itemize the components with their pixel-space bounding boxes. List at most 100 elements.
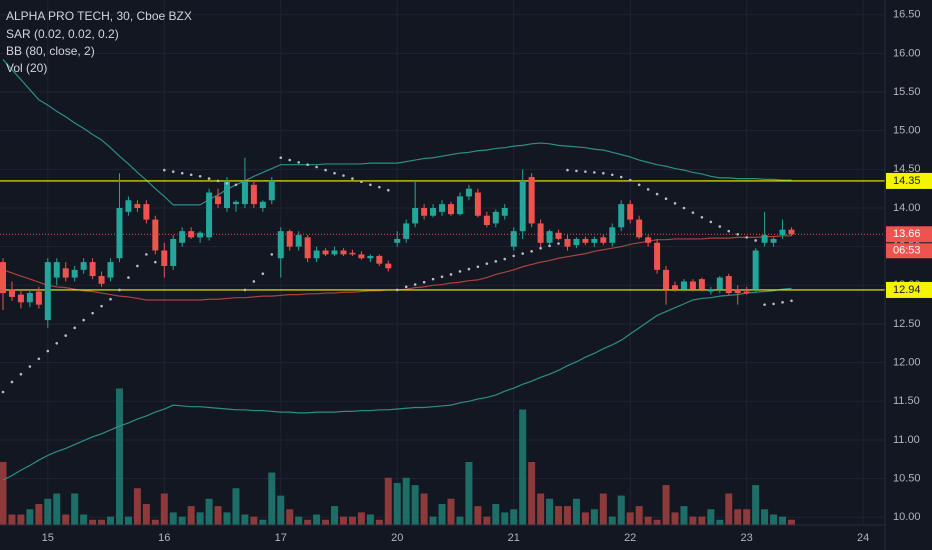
x-tick-label: 15 (42, 532, 54, 544)
y-tick-label: 14.50 (893, 163, 921, 175)
sar-dot (252, 280, 256, 283)
sar-dot (109, 297, 112, 301)
candle-body (349, 252, 356, 255)
candle-body (403, 223, 410, 239)
volume-bar (286, 509, 294, 525)
volume-bar (331, 506, 339, 525)
volume-bar (44, 498, 52, 525)
sar-dot (64, 334, 68, 337)
bb-lower (2, 287, 792, 481)
sar-dot (386, 188, 390, 192)
volume-bar (572, 498, 580, 525)
sar-dot (154, 260, 157, 264)
volume-bar (304, 519, 312, 525)
volume-bar (474, 506, 482, 525)
sar-dot (700, 215, 704, 219)
candle-body (788, 229, 795, 235)
candle-body (465, 188, 472, 197)
sar-dot (718, 225, 722, 228)
volume-bar (528, 462, 536, 525)
candle-body (627, 204, 634, 220)
sar-dot (288, 158, 292, 162)
candle-body (125, 200, 132, 212)
candle-body (573, 238, 580, 246)
candle-body (89, 262, 96, 277)
candle-body (439, 204, 446, 212)
volume-bar (17, 514, 25, 525)
x-tick-label: 22 (624, 532, 636, 544)
candle-body (161, 250, 168, 266)
candle-body (385, 263, 392, 269)
candle-body (286, 231, 293, 247)
volume-bar (411, 485, 419, 525)
sar-dot (91, 311, 94, 315)
volume-bar (187, 506, 195, 525)
candle-body (0, 262, 6, 294)
sar-dot (458, 270, 462, 273)
sar-dot (136, 264, 139, 268)
sar-dot (566, 168, 569, 172)
volume-bar (438, 504, 446, 525)
sar-dot (619, 175, 623, 179)
sar-dot (333, 171, 336, 175)
sar-dot (279, 156, 283, 160)
candle-body (116, 207, 123, 259)
candle-body (779, 229, 786, 236)
volume-bar (71, 493, 79, 525)
candle-body (304, 237, 311, 259)
volume-bar (357, 512, 365, 525)
sar-dot (754, 239, 757, 242)
sar-dot (216, 179, 220, 183)
volume-bar (761, 509, 769, 525)
volume-bar (348, 516, 356, 525)
candle-body (215, 196, 222, 205)
sar-dot (198, 174, 202, 178)
volume-bar (151, 519, 159, 525)
candle-body (358, 254, 365, 259)
volume-bar (375, 519, 383, 525)
y-tick-label: 16.50 (893, 9, 921, 21)
sar-dot (673, 202, 677, 205)
volume-bar (680, 506, 688, 525)
candle-body (663, 269, 670, 290)
candle-body (367, 255, 374, 259)
volume-bar (707, 509, 715, 525)
volume-bar (617, 495, 625, 525)
volume-bar (80, 514, 88, 525)
volume-bar (133, 488, 141, 525)
volume-bar (62, 514, 70, 525)
candle-body (474, 192, 481, 216)
volume-bar (752, 485, 760, 525)
x-tick-label: 24 (857, 532, 869, 544)
sar-dot (422, 280, 426, 284)
volume-bar (734, 509, 742, 525)
volume-bar (277, 495, 285, 525)
y-tick-label: 16.00 (893, 47, 921, 59)
volume-bar (115, 388, 123, 525)
sar-dot (584, 170, 587, 173)
candle-body (134, 204, 141, 208)
price-badge (886, 172, 932, 189)
sar-dot (306, 163, 309, 166)
price-badge (886, 281, 932, 298)
volume-bar (35, 504, 43, 525)
candle-body (224, 180, 230, 208)
candle-body (340, 250, 347, 255)
candle-body (322, 250, 329, 255)
volume-bar (456, 516, 464, 525)
sar-dot (207, 177, 211, 180)
candle-body (618, 204, 625, 228)
candle-body (80, 262, 87, 270)
sar-dot (610, 173, 614, 177)
candle-body (689, 281, 696, 290)
sar-dot (503, 257, 507, 261)
y-tick-label: 11.00 (893, 434, 920, 446)
candle-body (250, 184, 257, 205)
volume-bar (698, 516, 706, 525)
volume-bar (671, 512, 679, 525)
volume-bar (501, 512, 509, 525)
candle-body (26, 293, 33, 303)
sar-dot (521, 252, 524, 255)
volume-bar (492, 504, 500, 525)
x-tick-label: 23 (741, 532, 753, 544)
